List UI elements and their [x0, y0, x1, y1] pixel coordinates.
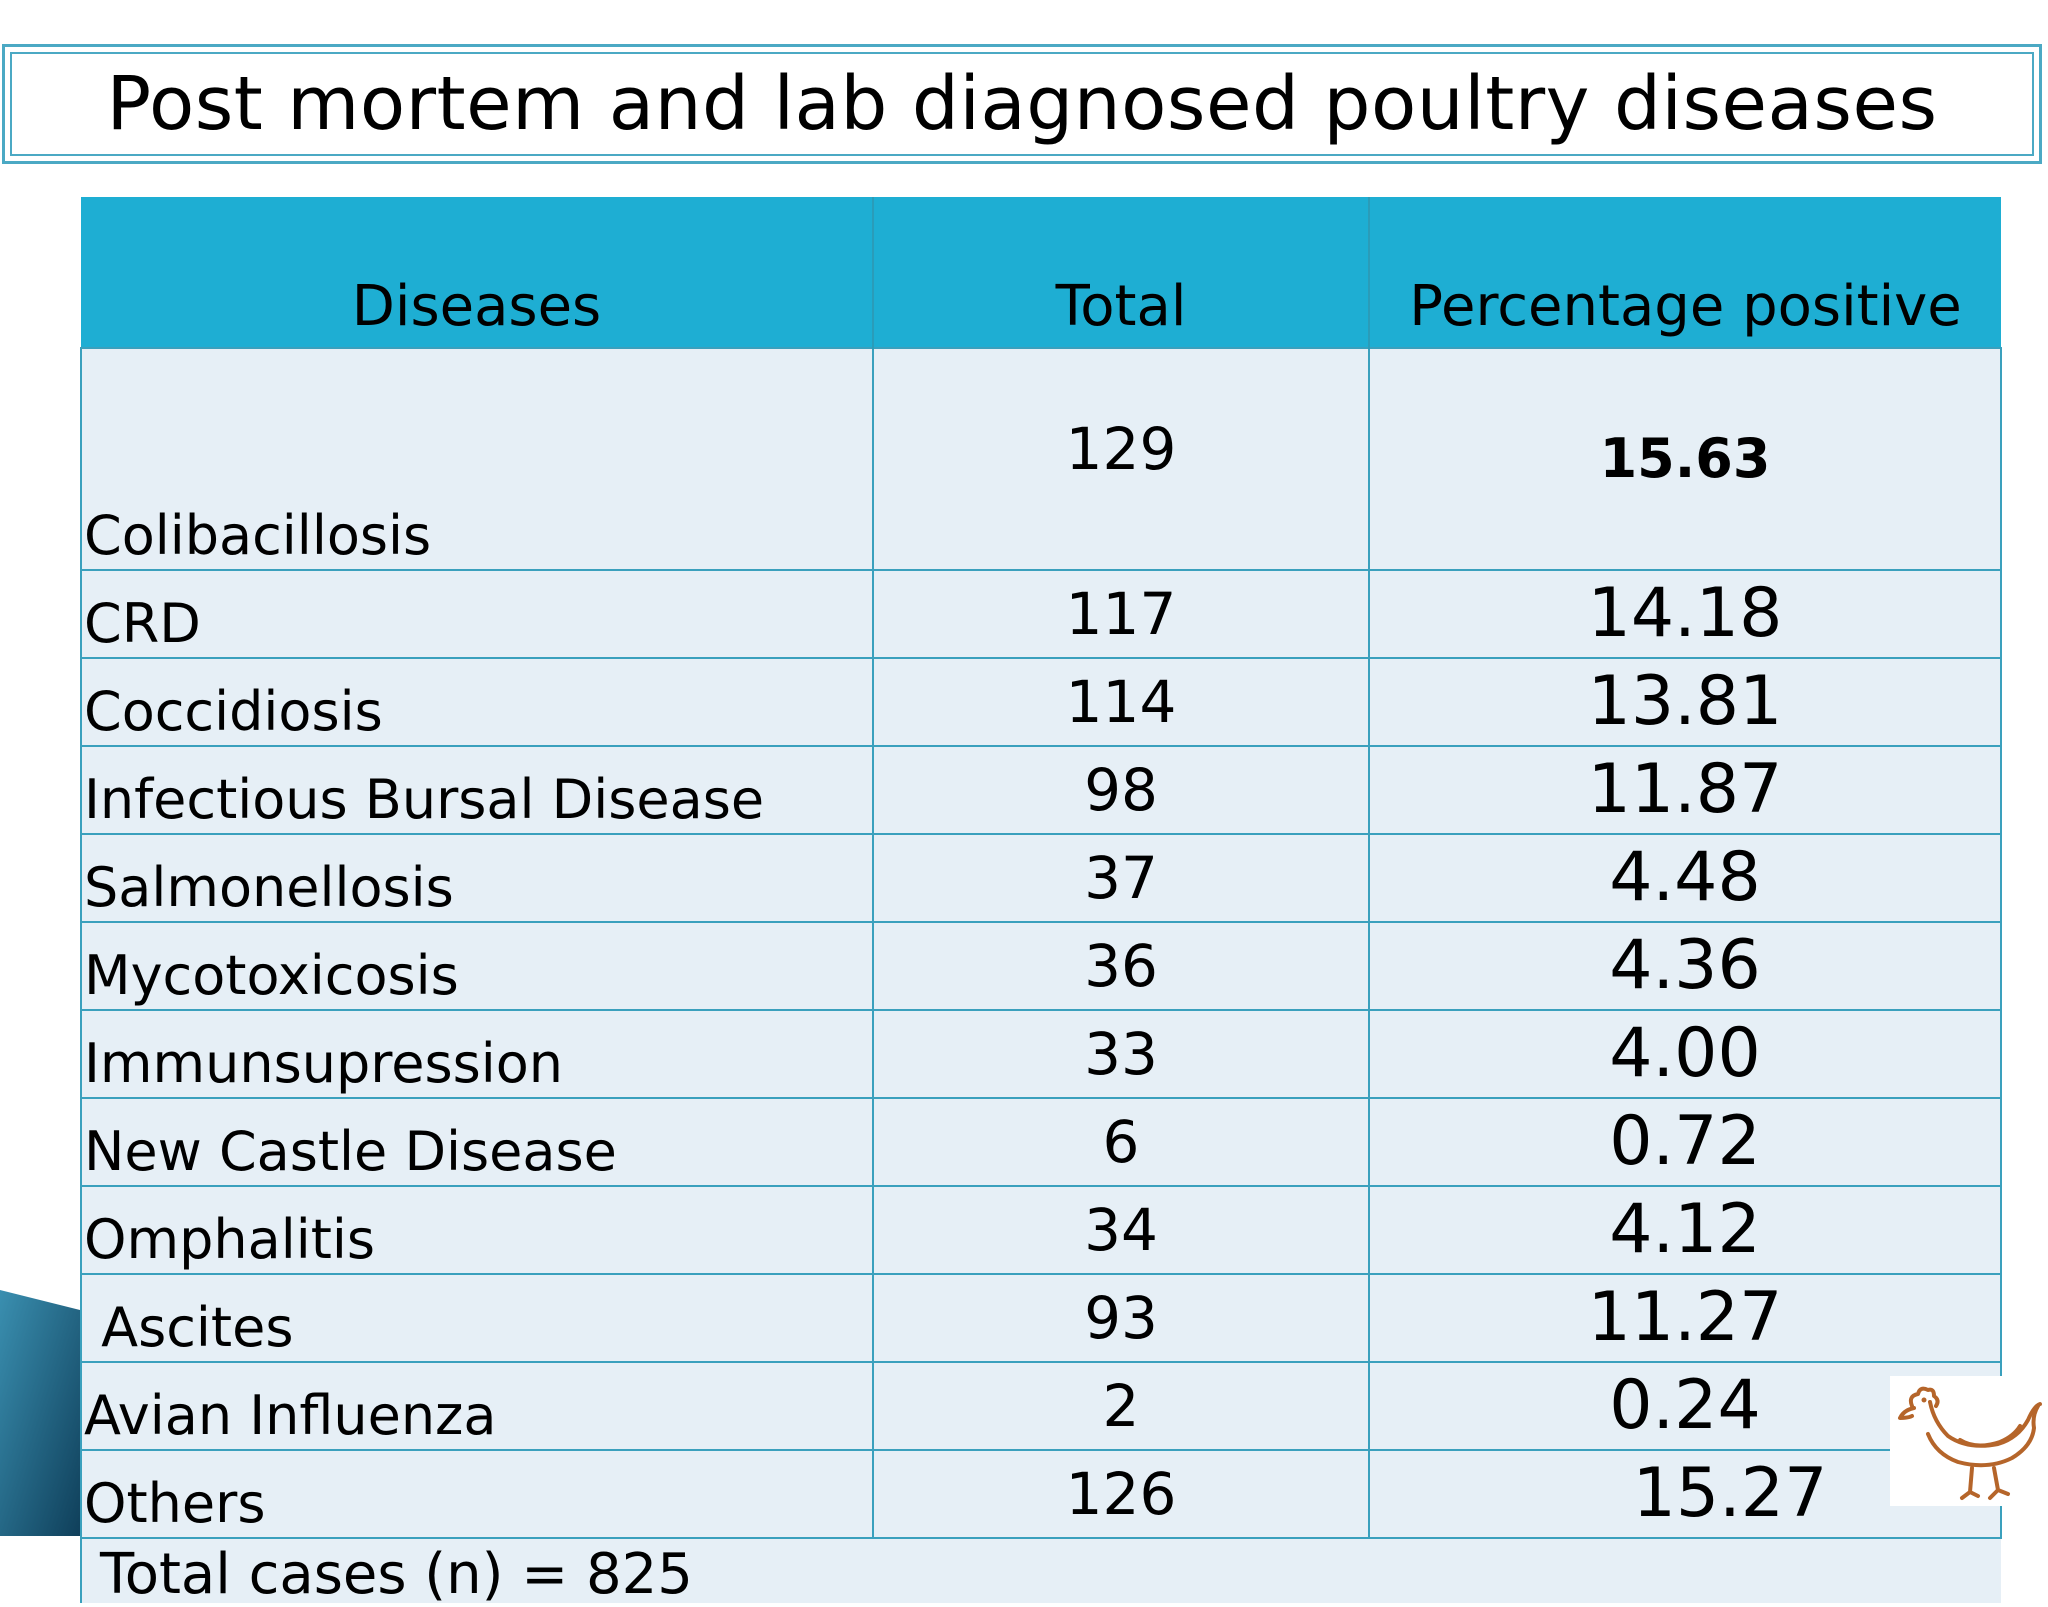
disease-percent: 4.48 — [1368, 833, 2002, 923]
disease-name: Others — [80, 1449, 874, 1539]
disease-percent: 4.12 — [1368, 1185, 2002, 1275]
disease-total: 36 — [872, 921, 1370, 1011]
disease-total: 129 — [872, 347, 1370, 571]
table-row: CRD 117 14.18 — [80, 569, 2002, 659]
title-box: Post mortem and lab diagnosed poultry di… — [2, 44, 2042, 164]
disease-percent: 4.36 — [1368, 921, 2002, 1011]
header-total: Total — [873, 197, 1370, 348]
hen-icon — [1890, 1376, 2048, 1506]
disease-percent: 13.81 — [1368, 657, 2002, 747]
table-row: Avian Influenza 2 0.24 — [80, 1361, 2002, 1451]
table-row: Salmonellosis 37 4.48 — [80, 833, 2002, 923]
table-row: Immunsupression 33 4.00 — [80, 1009, 2002, 1099]
disease-name: Colibacillosis — [80, 347, 874, 571]
slide-corner-decoration — [0, 1290, 80, 1536]
disease-total: 98 — [872, 745, 1370, 835]
table-header-row: Diseases Total Percentage positive — [81, 197, 2001, 348]
disease-name: Omphalitis — [80, 1185, 874, 1275]
disease-name: Coccidiosis — [80, 657, 874, 747]
disease-name: Mycotoxicosis — [80, 921, 874, 1011]
table-row: New Castle Disease 6 0.72 — [80, 1097, 2002, 1187]
header-percentage: Percentage positive — [1369, 197, 2001, 348]
disease-percent: 14.18 — [1368, 569, 2002, 659]
table-row: Others 126 15.27 — [80, 1449, 2002, 1539]
table-footer-row: Total cases (n) = 825 — [80, 1537, 2001, 1603]
total-cases: Total cases (n) = 825 — [80, 1537, 2001, 1603]
disease-name: Ascites — [80, 1273, 874, 1363]
disease-name: Infectious Bursal Disease — [80, 745, 874, 835]
disease-total: 6 — [872, 1097, 1370, 1187]
table-row: Coccidiosis 114 13.81 — [80, 657, 2002, 747]
disease-percent: 11.27 — [1368, 1273, 2002, 1363]
disease-total: 34 — [872, 1185, 1370, 1275]
disease-total: 114 — [872, 657, 1370, 747]
disease-percent: 11.87 — [1368, 745, 2002, 835]
disease-percent: 4.00 — [1368, 1009, 2002, 1099]
table-row: Mycotoxicosis 36 4.36 — [80, 921, 2002, 1011]
disease-total: 126 — [872, 1449, 1370, 1539]
disease-total: 93 — [872, 1273, 1370, 1363]
disease-table: Diseases Total Percentage positive Colib… — [80, 197, 2002, 1603]
disease-percent: 15.63 — [1368, 347, 2002, 571]
slide-title: Post mortem and lab diagnosed poultry di… — [106, 61, 1938, 147]
table-row: Infectious Bursal Disease 98 11.87 — [80, 745, 2002, 835]
table-row: Ascites 93 11.27 — [80, 1273, 2002, 1363]
table-row: Colibacillosis 129 15.63 — [80, 347, 2002, 571]
disease-name: Avian Influenza — [80, 1361, 874, 1451]
disease-name: CRD — [80, 569, 874, 659]
disease-total: 33 — [872, 1009, 1370, 1099]
disease-name: Immunsupression — [80, 1009, 874, 1099]
disease-total: 37 — [872, 833, 1370, 923]
disease-percent: 0.72 — [1368, 1097, 2002, 1187]
disease-total: 2 — [872, 1361, 1370, 1451]
disease-name: New Castle Disease — [80, 1097, 874, 1187]
disease-total: 117 — [872, 569, 1370, 659]
table-row: Omphalitis 34 4.12 — [80, 1185, 2002, 1275]
header-diseases: Diseases — [81, 197, 874, 348]
disease-name: Salmonellosis — [80, 833, 874, 923]
